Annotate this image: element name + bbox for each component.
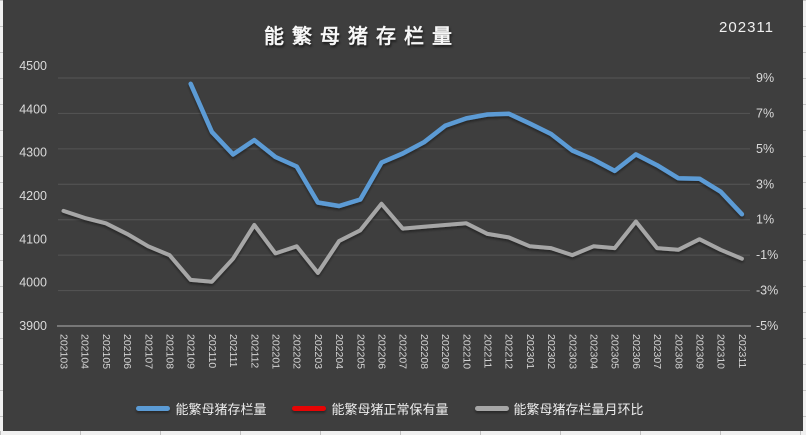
blue-series-line — [188, 81, 745, 217]
x-axis-label: 202210 — [460, 334, 472, 369]
right-axis-tick-label: 7% — [756, 106, 774, 120]
x-axis-label: 202110 — [206, 334, 218, 368]
x-axis-label: 202311 — [736, 334, 748, 368]
legend-item-normal-level: 能繁母猪正常保有量 — [292, 399, 449, 418]
x-axis-label: 202301 — [524, 334, 536, 369]
legend-label: 能繁母猪存栏量月环比 — [513, 402, 644, 417]
x-axis-label: 202307 — [651, 334, 663, 369]
legend-label: 能繁母猪正常保有量 — [331, 402, 449, 417]
x-axis-label: 202205 — [354, 334, 366, 369]
blue-line-swatch-icon — [136, 406, 171, 411]
left-axis-tick-label: 4200 — [19, 189, 47, 203]
chart-title: 能繁母猪存栏量 — [264, 26, 460, 48]
x-axis-label: 202106 — [121, 334, 133, 369]
x-axis-label: 202308 — [672, 334, 684, 369]
left-axis-tick-label: 3900 — [19, 319, 47, 333]
x-axis-label: 202111 — [227, 334, 239, 368]
red-line-swatch-icon — [292, 406, 327, 411]
x-axis-label: 202304 — [588, 334, 600, 369]
x-axis-label: 202203 — [312, 334, 324, 369]
x-axis-label: 202112 — [248, 334, 260, 368]
x-axis-label: 202310 — [715, 334, 727, 369]
right-axis-tick-label: -3% — [756, 284, 778, 298]
x-axis-label: 202104 — [79, 334, 91, 369]
x-axis-label: 202105 — [100, 334, 112, 369]
left-axis-tick-label: 4300 — [19, 146, 47, 160]
sheet-edge-left — [0, 0, 3, 431]
x-axis-label: 202212 — [503, 334, 515, 369]
x-axis-label: 202107 — [142, 334, 154, 369]
x-axis-label: 202309 — [694, 334, 706, 369]
chart-legend: 能繁母猪存栏量 能繁母猪正常保有量 能繁母猪存栏量月环比 — [60, 399, 720, 418]
legend-item-inventory: 能繁母猪存栏量 — [136, 399, 266, 418]
x-axis-label: 202206 — [376, 334, 388, 369]
x-axis-label: 202302 — [545, 334, 557, 369]
left-axis-tick-label: 4400 — [19, 102, 47, 116]
right-axis-tick-label: 9% — [756, 71, 774, 85]
sheet-edge-bottom — [0, 431, 806, 435]
x-axis-label: 202103 — [58, 334, 70, 369]
left-axis-tick-label: 4000 — [19, 276, 47, 290]
legend-item-mom-change: 能繁母猪存栏量月环比 — [474, 399, 644, 418]
x-axis-label: 202305 — [609, 334, 621, 369]
x-axis-label: 202208 — [418, 334, 430, 369]
x-axis-label: 202204 — [333, 334, 345, 369]
right-axis-tick-label: 5% — [756, 142, 774, 156]
x-axis-label: 202201 — [270, 334, 282, 369]
x-axis-label: 202306 — [630, 334, 642, 369]
sheet-edge-right — [803, 0, 806, 431]
x-axis-label: 202303 — [566, 334, 578, 369]
right-axis-tick-label: 1% — [756, 213, 774, 227]
right-axis-tick-label: -1% — [756, 248, 778, 262]
left-axis-tick-label: 4500 — [19, 59, 47, 73]
period-label: 202311 — [719, 19, 774, 36]
x-axis-label: 202109 — [185, 334, 197, 369]
legend-label: 能繁母猪存栏量 — [175, 402, 267, 417]
gray-line-swatch-icon — [474, 406, 509, 411]
x-axis-label: 202207 — [397, 334, 409, 369]
right-axis-tick-label: 3% — [756, 177, 774, 191]
right-axis-tick-label: -5% — [756, 319, 778, 333]
x-axis-label: 202108 — [164, 334, 176, 369]
x-axis-label: 202211 — [482, 334, 494, 368]
x-axis-label: 202209 — [439, 334, 451, 369]
x-axis-label: 202202 — [291, 334, 303, 369]
gray-mom-series-line — [61, 201, 744, 284]
left-axis-tick-label: 4100 — [19, 232, 47, 246]
